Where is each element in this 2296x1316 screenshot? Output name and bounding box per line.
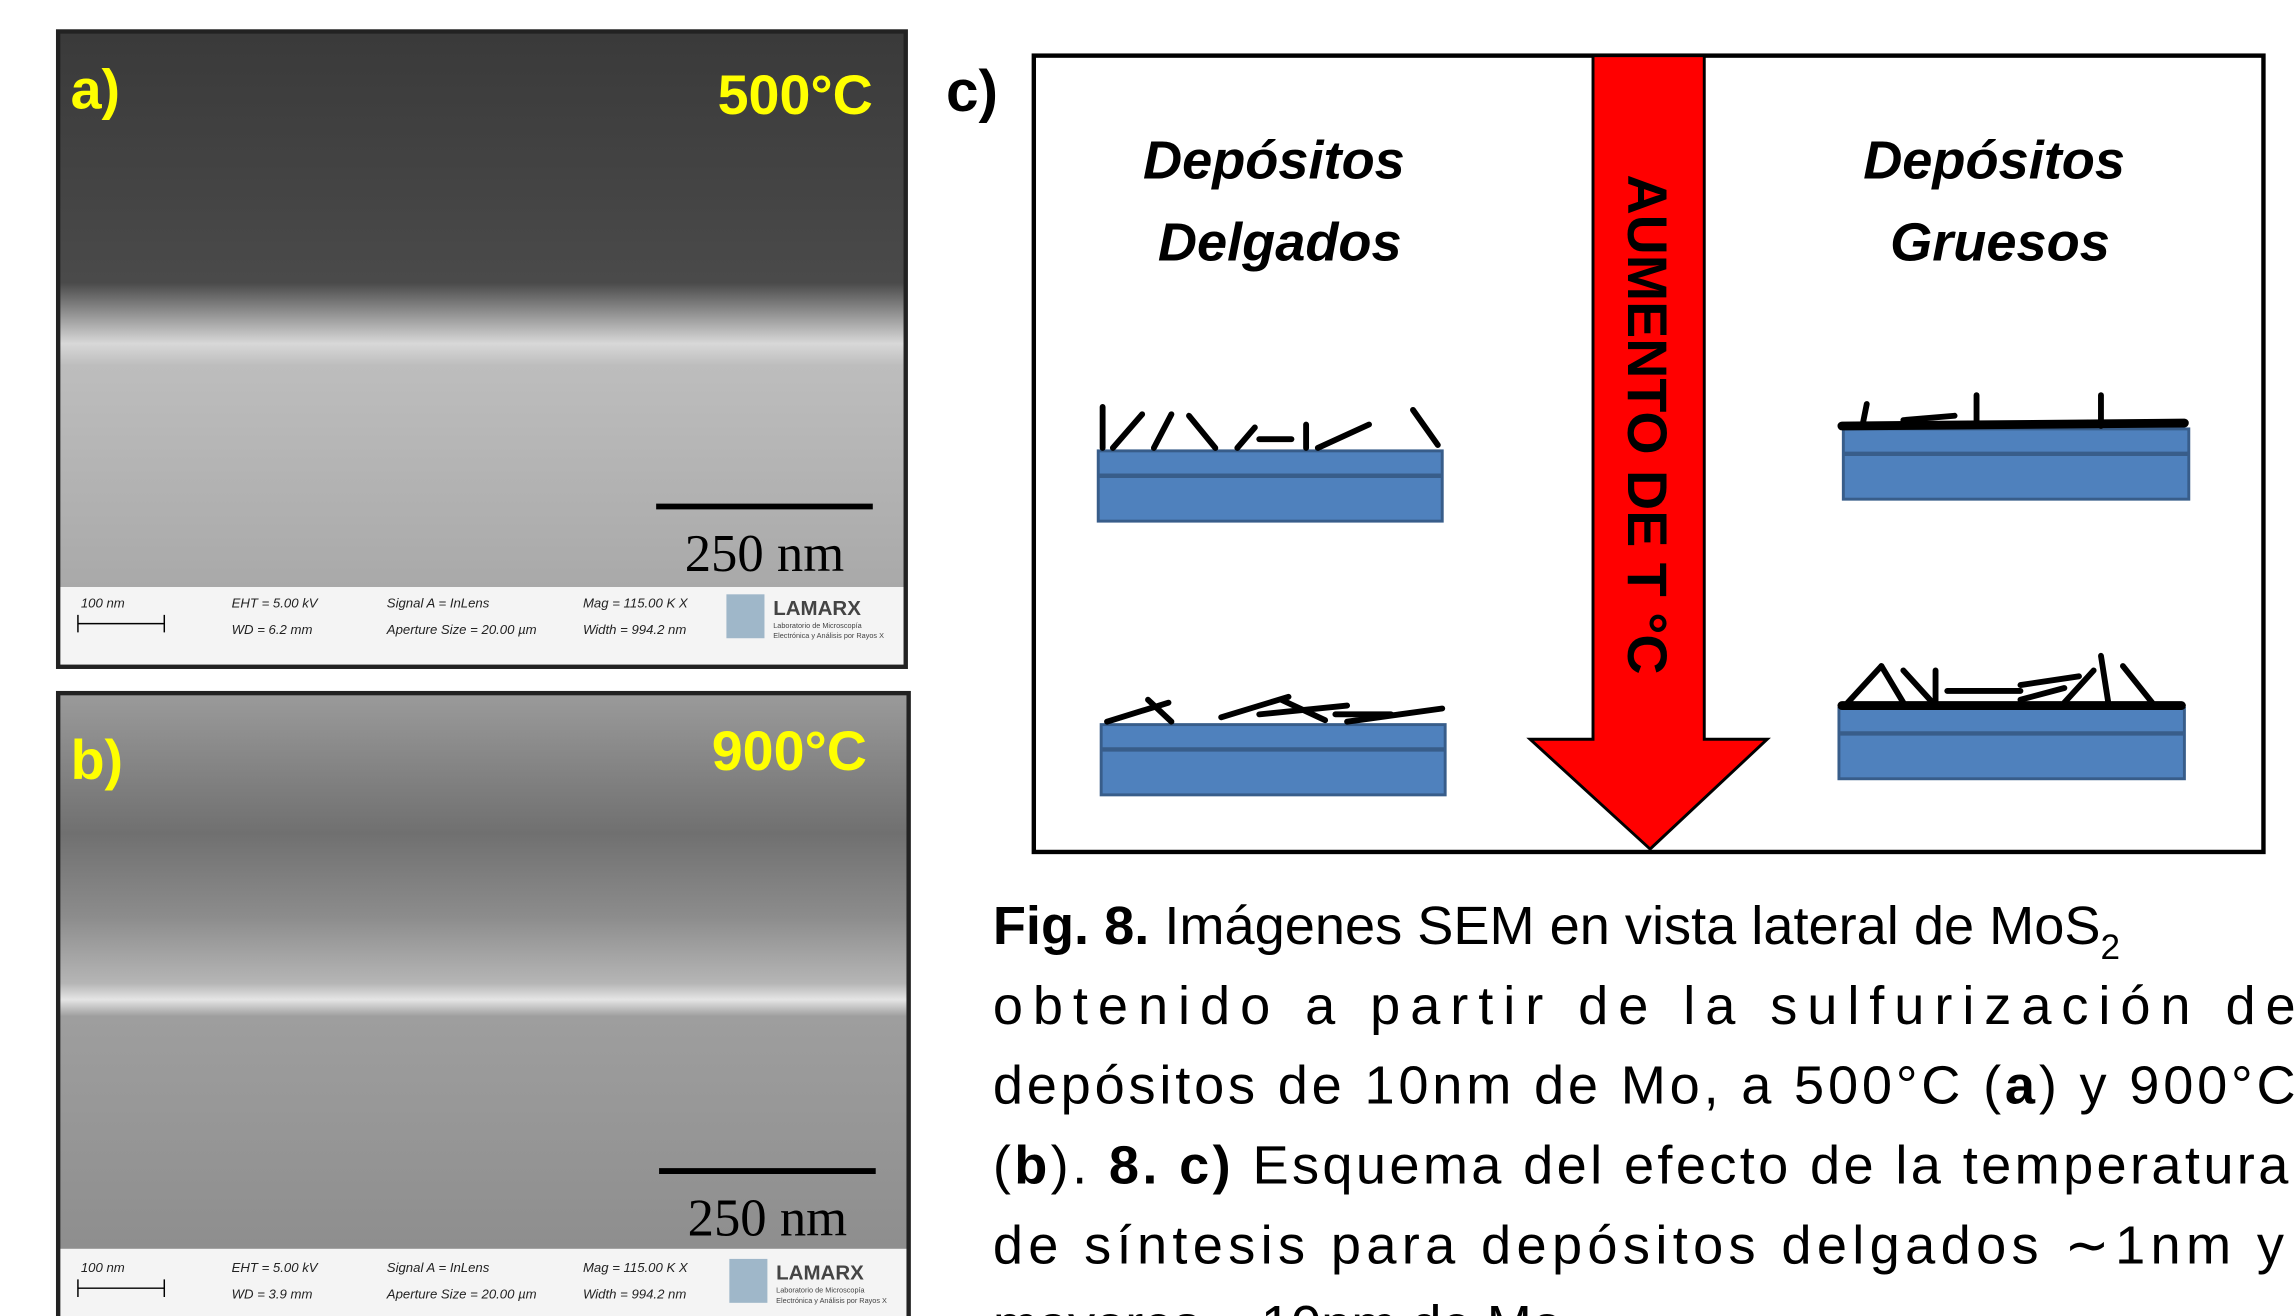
temperature: 900°C	[712, 720, 867, 782]
caption-line: (b). 8. c) Esquema del efecto de la temp…	[993, 1136, 2289, 1196]
substrate	[1839, 709, 2184, 779]
caption-run: (	[993, 1136, 1011, 1196]
caption-run: obtenido a partir de la sulfurización de	[993, 976, 2296, 1036]
scale-bar-label: 250 nm	[685, 525, 845, 583]
caption-run: 8. c)	[1109, 1136, 1231, 1196]
caption-run: Esquema del efecto de la temperatura	[1234, 1136, 2289, 1196]
info-wd: WD = 3.9 mm	[232, 1286, 313, 1301]
caption-run: Fig. 8.	[993, 896, 1149, 956]
lab-line: Laboratorio de Microscopía	[773, 621, 862, 630]
caption-line: mayores ∼10nm de Mo.	[993, 1295, 1577, 1316]
caption-line: obtenido a partir de la sulfurización de	[993, 976, 2296, 1036]
scheme-panel: c) Depósitos Delgados Depósitos Gruesos …	[946, 56, 2263, 852]
sem-panel-a: a) 500°C 250 nm 100 nm EHT = 5.00 kV WD …	[56, 29, 908, 669]
left-title: Delgados	[1158, 213, 1402, 273]
caption-line: depósitos de 10nm de Mo, a 500°C (a) y 9…	[993, 1056, 2296, 1116]
figure: a) 500°C 250 nm 100 nm EHT = 5.00 kV WD …	[0, 0, 2296, 1316]
temperature: 500°C	[718, 64, 873, 126]
caption-line: de síntesis para depósitos delgados ∼1nm…	[993, 1215, 2284, 1275]
info-scale: 100 nm	[81, 1260, 125, 1275]
lab-name: LAMARX	[776, 1261, 864, 1284]
info-signal: Signal A = InLens	[387, 595, 490, 610]
caption-run: Imágenes SEM en vista lateral de MoS	[1149, 896, 2100, 956]
info-eht: EHT = 5.00 kV	[232, 595, 319, 610]
arrow-text: AUMENTO DE T °C	[1616, 174, 1678, 674]
lab-logo	[729, 1259, 767, 1303]
info-mag: Mag = 115.00 K X	[583, 595, 689, 610]
info-signal: Signal A = InLens	[387, 1260, 490, 1275]
right-title: Gruesos	[1890, 213, 2110, 273]
substrate	[1101, 725, 1445, 795]
info-wd: WD = 6.2 mm	[232, 622, 313, 637]
caption-line: Fig. 8. Imágenes SEM en vista lateral de…	[993, 896, 2120, 967]
lab-logo	[726, 594, 764, 638]
info-aperture: Aperture Size = 20.00 µm	[386, 622, 537, 637]
caption-run: mayores ∼10nm de Mo.	[993, 1295, 1577, 1316]
left-title: Depósitos	[1143, 131, 1405, 191]
caption-run: de síntesis para depósitos delgados ∼1nm…	[993, 1215, 2284, 1275]
info-width: Width = 994.2 nm	[583, 1286, 686, 1301]
panel-label: a)	[71, 58, 120, 120]
right-title: Depósitos	[1863, 131, 2125, 191]
info-mag: Mag = 115.00 K X	[583, 1260, 689, 1275]
lab-name: LAMARX	[773, 597, 861, 620]
lab-line: Electrónica y Análisis por Rayos X	[773, 631, 884, 640]
caption-run: ) y 900°C	[2039, 1056, 2296, 1116]
caption-run: ).	[1051, 1136, 1106, 1196]
substrate	[1098, 451, 1442, 521]
caption: Fig. 8. Imágenes SEM en vista lateral de…	[993, 896, 2296, 1316]
caption-run: b	[1014, 1136, 1047, 1196]
info-scale: 100 nm	[81, 595, 125, 610]
scale-bar-label: 250 nm	[688, 1189, 848, 1247]
lab-line: Laboratorio de Microscopía	[776, 1286, 865, 1295]
substrate	[1843, 429, 2188, 499]
info-width: Width = 994.2 nm	[583, 622, 686, 637]
caption-run: a	[2005, 1056, 2036, 1116]
info-eht: EHT = 5.00 kV	[232, 1260, 319, 1275]
info-aperture: Aperture Size = 20.00 µm	[386, 1286, 537, 1301]
lab-line: Electrónica y Análisis por Rayos X	[776, 1296, 887, 1305]
caption-run: depósitos de 10nm de Mo, a 500°C (	[993, 1056, 2001, 1116]
sem-panel-b: b) 900°C 250 nm 100 nm EHT = 5.00 kV WD …	[56, 691, 911, 1316]
panel-label: b)	[71, 729, 124, 791]
panel-label: c)	[946, 59, 998, 124]
caption-run: 2	[2101, 928, 2121, 967]
